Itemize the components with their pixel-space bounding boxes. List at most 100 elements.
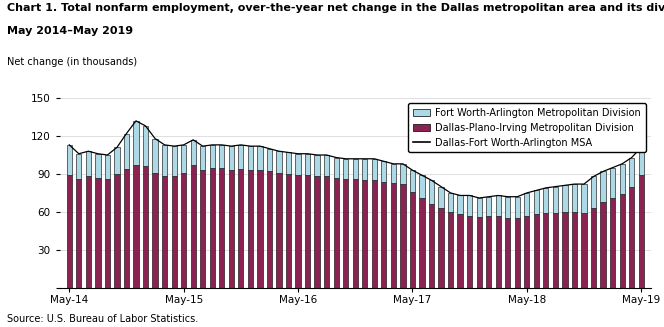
Bar [305,154,310,175]
Text: Net change (in thousands): Net change (in thousands) [7,57,137,67]
Bar [171,146,177,177]
Bar [200,170,205,288]
Bar [295,154,301,175]
Dallas-Fort Worth-Arlington MSA [637,146,645,149]
Bar [210,145,215,168]
Bar [267,149,272,171]
Bar [524,216,529,288]
Bar [324,155,329,177]
Bar [353,179,358,288]
Bar [105,155,110,179]
Bar [582,184,586,213]
Bar [286,152,291,174]
Bar [219,168,224,288]
Bar [572,184,577,212]
Bar [315,155,320,177]
Bar [381,161,386,181]
Dallas-Fort Worth-Arlington MSA [475,196,483,200]
Bar [534,215,539,288]
Text: Source: U.S. Bureau of Labor Statistics.: Source: U.S. Bureau of Labor Statistics. [7,314,198,324]
Bar [276,173,282,288]
Bar [457,196,463,215]
Bar [457,215,463,288]
Bar [143,166,148,288]
Dallas-Fort Worth-Arlington MSA [208,143,216,147]
Bar [639,147,644,175]
Dallas-Fort Worth-Arlington MSA [132,119,140,123]
Bar [95,154,100,178]
Bar [86,151,91,177]
Bar [267,171,272,288]
Bar [258,146,262,170]
Bar [390,164,396,183]
Bar [467,196,472,216]
Bar [372,159,377,180]
Bar [495,196,501,216]
Bar [124,169,129,288]
Bar [390,183,396,288]
Bar [324,177,329,288]
Dallas-Fort Worth-Arlington MSA [380,159,388,163]
Bar [343,179,349,288]
Bar [534,190,539,215]
Bar [591,208,596,288]
Bar [629,187,634,288]
Bar [162,177,167,288]
Bar [228,170,234,288]
Bar [381,181,386,288]
Text: Chart 1. Total nonfarm employment, over-the-year net change in the Dallas metrop: Chart 1. Total nonfarm employment, over-… [7,3,664,13]
Bar [153,139,157,173]
Bar [153,173,157,288]
Bar [438,187,444,208]
Bar [505,197,511,218]
Bar [620,164,625,194]
Bar [477,217,482,288]
Bar [553,187,558,213]
Bar [429,204,434,288]
Bar [400,164,406,184]
Bar [420,198,424,288]
Bar [295,175,301,288]
Bar [171,177,177,288]
Bar [333,158,339,178]
Bar [610,198,616,288]
Bar [515,218,520,288]
Bar [315,177,320,288]
Dallas-Fort Worth-Arlington MSA [275,149,283,153]
Bar [343,159,349,179]
Bar [286,174,291,288]
Bar [495,216,501,288]
Bar [410,192,415,288]
Bar [562,185,568,212]
Bar [248,170,253,288]
Line: Dallas-Fort Worth-Arlington MSA: Dallas-Fort Worth-Arlington MSA [69,121,641,198]
Bar [95,178,100,288]
Bar [181,145,187,173]
Bar [477,198,482,217]
Bar [219,145,224,168]
Bar [429,180,434,204]
Dallas-Fort Worth-Arlington MSA [580,182,588,186]
Bar [448,212,453,288]
Bar [105,179,110,288]
Bar [228,146,234,170]
Bar [562,212,568,288]
Bar [400,184,406,288]
Bar [524,193,529,216]
Bar [238,145,244,169]
Bar [591,177,596,208]
Bar [66,145,72,175]
Bar [353,159,358,179]
Bar [610,168,616,198]
Bar [114,174,120,288]
Bar [420,175,424,198]
Bar [76,179,82,288]
Bar [333,178,339,288]
Bar [448,193,453,212]
Bar [620,194,625,288]
Bar [505,218,511,288]
Bar [486,197,491,216]
Bar [629,158,634,187]
Dallas-Fort Worth-Arlington MSA [418,173,426,177]
Bar [543,188,548,213]
